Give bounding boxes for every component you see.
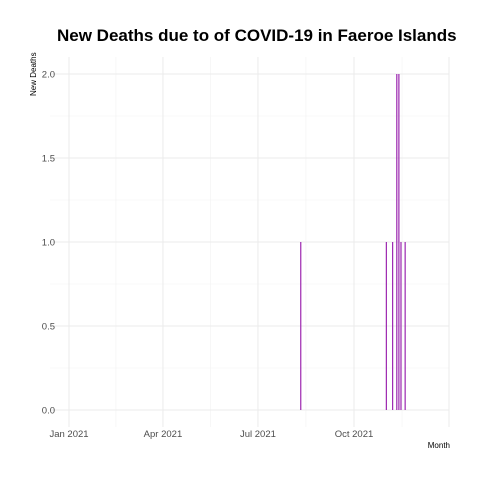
x-tick-label: Jan 2021 xyxy=(49,429,88,440)
bar xyxy=(385,242,387,410)
x-axis-ticks: Jan 2021 Apr 2021 Jul 2021 Oct 2021 xyxy=(49,429,373,440)
x-tick-label: Apr 2021 xyxy=(144,429,183,440)
y-tick-label: 1.0 xyxy=(42,238,55,249)
y-tick-label: 0.5 xyxy=(42,322,55,333)
x-tick-label: Oct 2021 xyxy=(335,429,374,440)
bar xyxy=(396,74,398,410)
bar xyxy=(404,242,406,410)
bar xyxy=(400,242,402,410)
bar xyxy=(392,242,394,410)
bar xyxy=(398,74,400,410)
chart-title: New Deaths due to of COVID-19 in Faeroe … xyxy=(57,26,457,45)
x-axis-title: Month xyxy=(428,441,450,450)
x-tick-label: Jul 2021 xyxy=(240,429,276,440)
bar-series xyxy=(300,74,406,410)
y-axis-title: New Deaths xyxy=(29,52,38,96)
y-tick-label: 1.5 xyxy=(42,154,55,165)
y-axis-ticks: 0.0 0.5 1.0 1.5 2.0 xyxy=(42,70,55,417)
y-tick-label: 0.0 xyxy=(42,406,55,417)
y-tick-label: 2.0 xyxy=(42,70,55,81)
major-gridlines xyxy=(50,57,450,427)
bar xyxy=(300,242,302,410)
